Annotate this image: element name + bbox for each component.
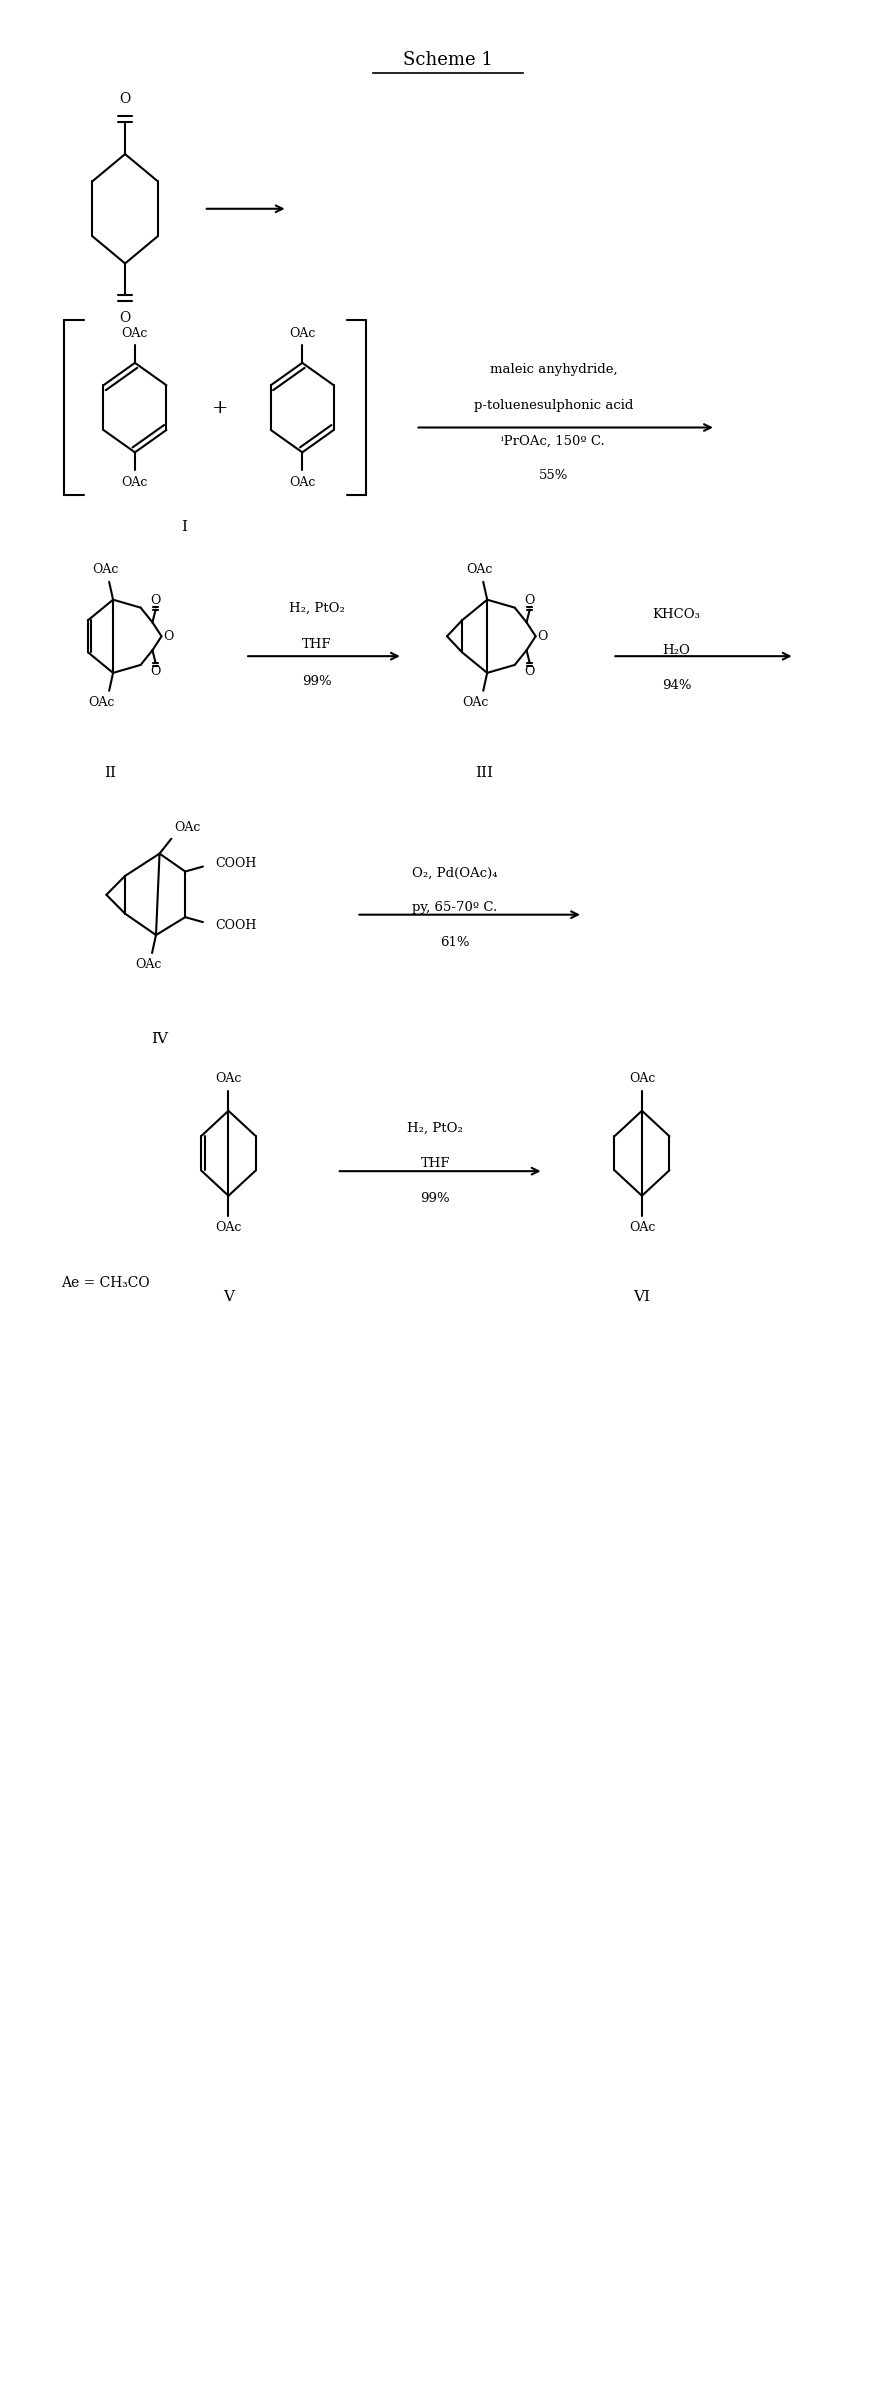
Text: ⁱPrOAc, 150º C.: ⁱPrOAc, 150º C. <box>502 435 605 447</box>
Text: O: O <box>151 594 160 608</box>
Text: O: O <box>163 630 174 642</box>
Text: O: O <box>119 91 131 106</box>
Text: py, 65-70º C.: py, 65-70º C. <box>412 901 497 913</box>
Text: OAc: OAc <box>135 959 161 971</box>
Text: O: O <box>524 666 535 678</box>
Text: OAc: OAc <box>92 562 118 577</box>
Text: OAc: OAc <box>215 1072 242 1086</box>
Text: Scheme 1: Scheme 1 <box>403 50 493 70</box>
Text: OAc: OAc <box>122 327 148 339</box>
Text: OAc: OAc <box>122 476 148 488</box>
Text: 94%: 94% <box>661 680 691 692</box>
Text: KHCO₃: KHCO₃ <box>652 608 701 620</box>
Text: H₂O: H₂O <box>662 644 690 656</box>
Text: OAc: OAc <box>466 562 493 577</box>
Text: maleic anyhydride,: maleic anyhydride, <box>489 363 617 377</box>
Text: p-toluenesulphonic acid: p-toluenesulphonic acid <box>474 399 633 413</box>
Text: THF: THF <box>302 637 332 651</box>
Text: O: O <box>524 594 535 608</box>
Text: COOH: COOH <box>216 858 257 870</box>
Text: I: I <box>181 519 187 533</box>
Text: THF: THF <box>420 1156 450 1170</box>
Text: H₂, PtO₂: H₂, PtO₂ <box>408 1122 463 1134</box>
Text: H₂, PtO₂: H₂, PtO₂ <box>289 601 345 615</box>
Text: OAc: OAc <box>174 822 201 834</box>
Text: 99%: 99% <box>302 675 332 687</box>
Text: O₂, Pd(OAc)₄: O₂, Pd(OAc)₄ <box>412 867 497 879</box>
Text: OAc: OAc <box>289 327 315 339</box>
Text: O: O <box>119 310 131 324</box>
Text: OAc: OAc <box>462 697 488 709</box>
Text: 55%: 55% <box>538 469 568 481</box>
Text: Ae = CH₃CO: Ae = CH₃CO <box>61 1276 150 1290</box>
Text: OAc: OAc <box>629 1072 655 1086</box>
Text: IV: IV <box>151 1031 168 1045</box>
Text: II: II <box>104 767 116 781</box>
Text: OAc: OAc <box>88 697 115 709</box>
Text: 99%: 99% <box>420 1192 450 1204</box>
Text: OAc: OAc <box>289 476 315 488</box>
Text: V: V <box>223 1290 234 1305</box>
Text: O: O <box>151 666 160 678</box>
Text: VI: VI <box>633 1290 650 1305</box>
Text: OAc: OAc <box>629 1221 655 1235</box>
Text: OAc: OAc <box>215 1221 242 1235</box>
Text: III: III <box>476 767 494 781</box>
Text: COOH: COOH <box>216 918 257 932</box>
Text: 61%: 61% <box>440 937 470 949</box>
Text: O: O <box>538 630 547 642</box>
Text: +: + <box>212 399 228 416</box>
